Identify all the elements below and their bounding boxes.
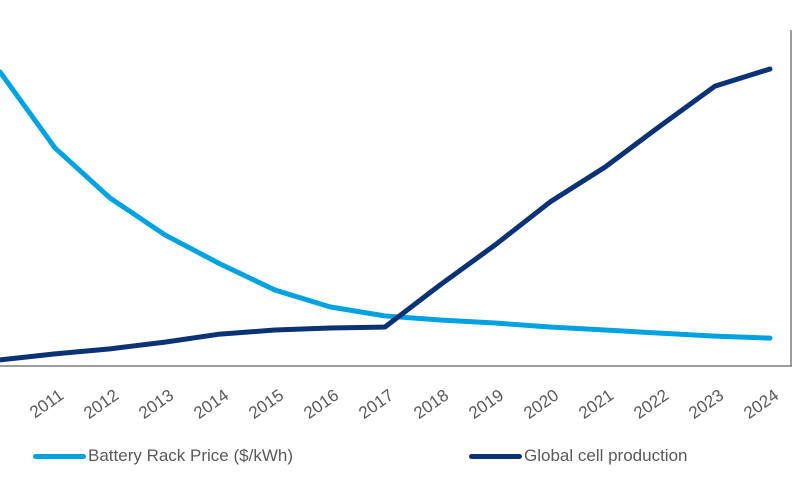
x-tick-label-2024: 2024 <box>740 386 782 423</box>
x-tick-label-2023: 2023 <box>685 386 727 423</box>
x-tick-label-2019: 2019 <box>465 386 507 423</box>
series-layer <box>0 66 773 363</box>
legend-label-price: Battery Rack Price ($/kWh) <box>88 446 293 465</box>
x-tick-label-2014: 2014 <box>190 386 232 423</box>
x-tick-label-2018: 2018 <box>410 386 452 423</box>
x-tick-label-2015: 2015 <box>245 386 287 423</box>
x-tick-label-2017: 2017 <box>355 386 397 423</box>
legend-swatch-price <box>33 453 86 459</box>
x-tick-label-2013: 2013 <box>135 386 177 423</box>
x-tick-label-2012: 2012 <box>80 386 122 423</box>
legend-swatch-production <box>469 453 522 459</box>
series-line-battery-price <box>0 69 773 341</box>
x-tick-labels: 2011 2012 2013 2014 2015 2016 2017 2018 2019 2020… <box>26 386 782 423</box>
legend-item-production: Global cell production <box>469 446 687 466</box>
legend-label-production: Global cell production <box>524 446 688 465</box>
x-tick-label-2021: 2021 <box>575 386 617 423</box>
x-tick-label-2011: 2011 <box>26 386 67 423</box>
x-tick-label-2022: 2022 <box>630 386 672 423</box>
legend-item-price: Battery Rack Price ($/kWh) <box>33 446 293 466</box>
x-tick-label-2020: 2020 <box>520 386 562 423</box>
series-line-cell-production <box>0 66 773 363</box>
x-tick-label-2016: 2016 <box>300 386 342 423</box>
